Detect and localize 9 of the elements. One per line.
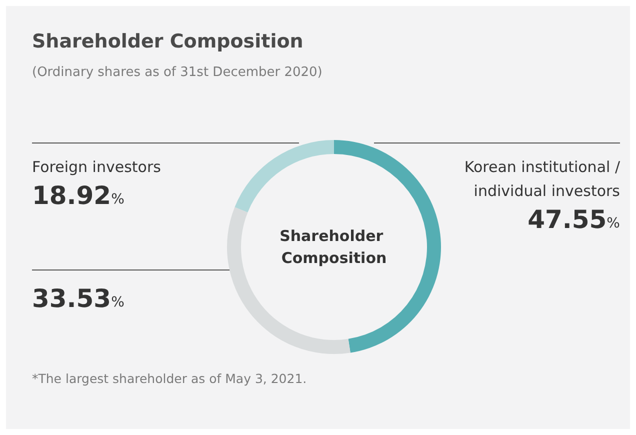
slice-label: Korean institutional / individual investors [464, 158, 621, 200]
text: Shareholder Composition [32, 30, 304, 52]
text: *The largest shareholder as of May 3, 2021. [32, 371, 307, 386]
data-label: 18.92% [32, 181, 124, 210]
data-label: 47.55% [528, 205, 620, 234]
slice-label: Foreign investors [32, 158, 162, 176]
chart-subtitle: (Ordinary shares as of 31st December 2020) [32, 65, 322, 80]
data-label: 33.53% [32, 284, 124, 313]
text: Shareholder Composition [280, 227, 388, 267]
